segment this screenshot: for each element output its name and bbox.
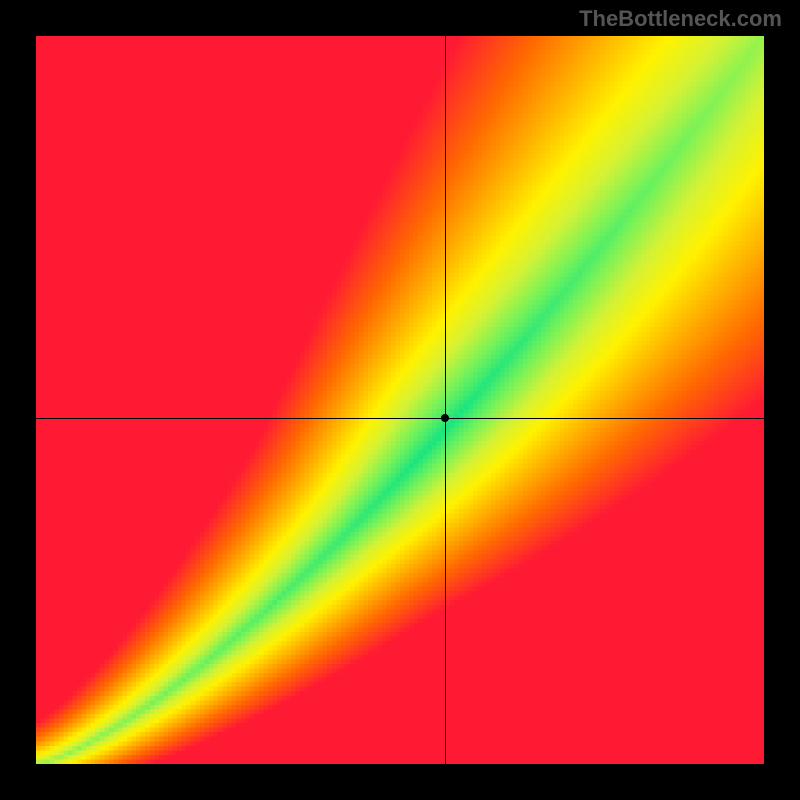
heatmap-plot xyxy=(36,36,764,764)
heatmap-canvas xyxy=(36,36,764,764)
crosshair-vertical xyxy=(445,36,446,764)
watermark-text: TheBottleneck.com xyxy=(579,6,782,32)
crosshair-horizontal xyxy=(36,418,764,419)
crosshair-dot xyxy=(441,414,449,422)
